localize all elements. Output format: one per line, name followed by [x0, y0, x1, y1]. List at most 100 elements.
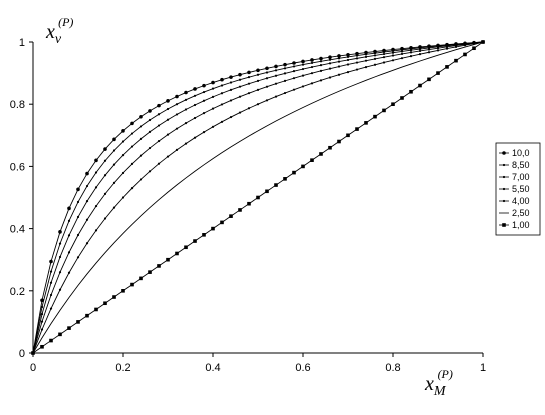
data-point — [265, 189, 269, 194]
data-point — [400, 57, 404, 60]
data-point — [472, 46, 476, 51]
data-point — [274, 183, 278, 187]
data-point — [283, 91, 287, 95]
data-point — [85, 200, 89, 203]
data-point — [238, 78, 242, 81]
data-point — [427, 51, 431, 54]
legend-item: 8,50 — [499, 160, 530, 170]
data-point — [265, 77, 269, 80]
data-point — [148, 170, 152, 173]
data-point — [94, 204, 98, 208]
series-2-50 — [32, 41, 484, 354]
data-point — [40, 344, 44, 349]
data-point — [40, 328, 44, 331]
data-point — [229, 75, 233, 79]
data-point — [148, 109, 152, 113]
data-point — [337, 60, 341, 63]
data-point — [310, 65, 314, 69]
data-point — [418, 49, 422, 53]
data-point — [202, 233, 206, 237]
legend-marker — [502, 175, 506, 179]
data-point — [310, 58, 314, 62]
data-point — [193, 136, 197, 139]
data-point — [418, 53, 422, 56]
data-point — [148, 130, 152, 133]
data-point — [436, 47, 440, 50]
data-point — [49, 338, 53, 343]
data-point — [58, 288, 62, 291]
data-point — [256, 103, 260, 106]
data-point — [238, 95, 242, 98]
data-point — [256, 79, 260, 82]
y-axis: 0 0.2 0.4 0.6 0.8 1 — [10, 37, 34, 360]
data-point — [364, 55, 368, 58]
data-point — [202, 90, 206, 94]
data-point — [211, 107, 215, 110]
data-point — [355, 54, 359, 57]
data-point — [373, 54, 377, 57]
data-point — [274, 74, 278, 77]
data-point — [256, 195, 260, 200]
data-point — [247, 107, 251, 110]
legend: 10,0 8,50 7,00 5,50 4,00 2,50 1,00 — [495, 142, 541, 236]
series-line — [32, 41, 484, 354]
data-point — [67, 251, 71, 254]
data-point — [328, 145, 332, 150]
x-axis-title: xM(P) — [424, 367, 453, 399]
data-point — [301, 85, 305, 88]
data-point — [58, 271, 62, 274]
data-point — [355, 68, 359, 71]
data-point — [85, 313, 89, 318]
data-point — [373, 49, 377, 54]
data-point — [310, 82, 314, 85]
data-point — [346, 63, 350, 66]
data-point — [382, 61, 386, 64]
data-point — [283, 72, 287, 75]
data-point — [238, 85, 242, 88]
data-point — [49, 293, 53, 297]
data-point — [193, 94, 197, 97]
data-point — [337, 57, 341, 60]
data-point — [112, 149, 116, 152]
data-point — [301, 74, 305, 77]
data-point — [103, 147, 107, 151]
data-point — [49, 259, 53, 264]
data-point — [130, 145, 134, 148]
data-point — [247, 82, 251, 85]
data-point — [130, 162, 134, 165]
x-tick-label: 0.4 — [205, 362, 220, 374]
data-point — [121, 171, 125, 175]
data-point — [364, 53, 368, 56]
data-point — [319, 79, 323, 82]
data-point — [103, 217, 107, 220]
data-point — [184, 245, 188, 250]
data-point — [229, 88, 233, 91]
legend-item: 7,00 — [499, 172, 530, 182]
data-point — [175, 148, 179, 151]
data-point — [328, 76, 332, 79]
y-tick-label: 0.8 — [10, 99, 25, 111]
data-point — [409, 51, 413, 54]
data-point — [148, 118, 152, 122]
data-point — [220, 103, 224, 106]
data-point — [121, 196, 125, 199]
data-point — [58, 242, 62, 245]
data-point — [193, 87, 197, 91]
data-point — [346, 70, 350, 74]
data-point — [211, 95, 215, 98]
data-point — [229, 115, 233, 119]
data-point — [256, 88, 260, 91]
legend-label: 7,00 — [512, 172, 530, 182]
data-point — [418, 47, 422, 51]
data-point — [166, 118, 170, 121]
data-point — [94, 307, 98, 312]
x-tick-label: 0 — [30, 362, 36, 374]
data-point — [247, 76, 251, 79]
data-point — [427, 46, 431, 50]
data-point — [247, 201, 251, 206]
data-point — [130, 132, 134, 135]
data-point — [283, 177, 287, 181]
y-tick-label: 0.6 — [10, 161, 25, 173]
data-point — [400, 50, 404, 53]
data-point — [175, 103, 179, 106]
